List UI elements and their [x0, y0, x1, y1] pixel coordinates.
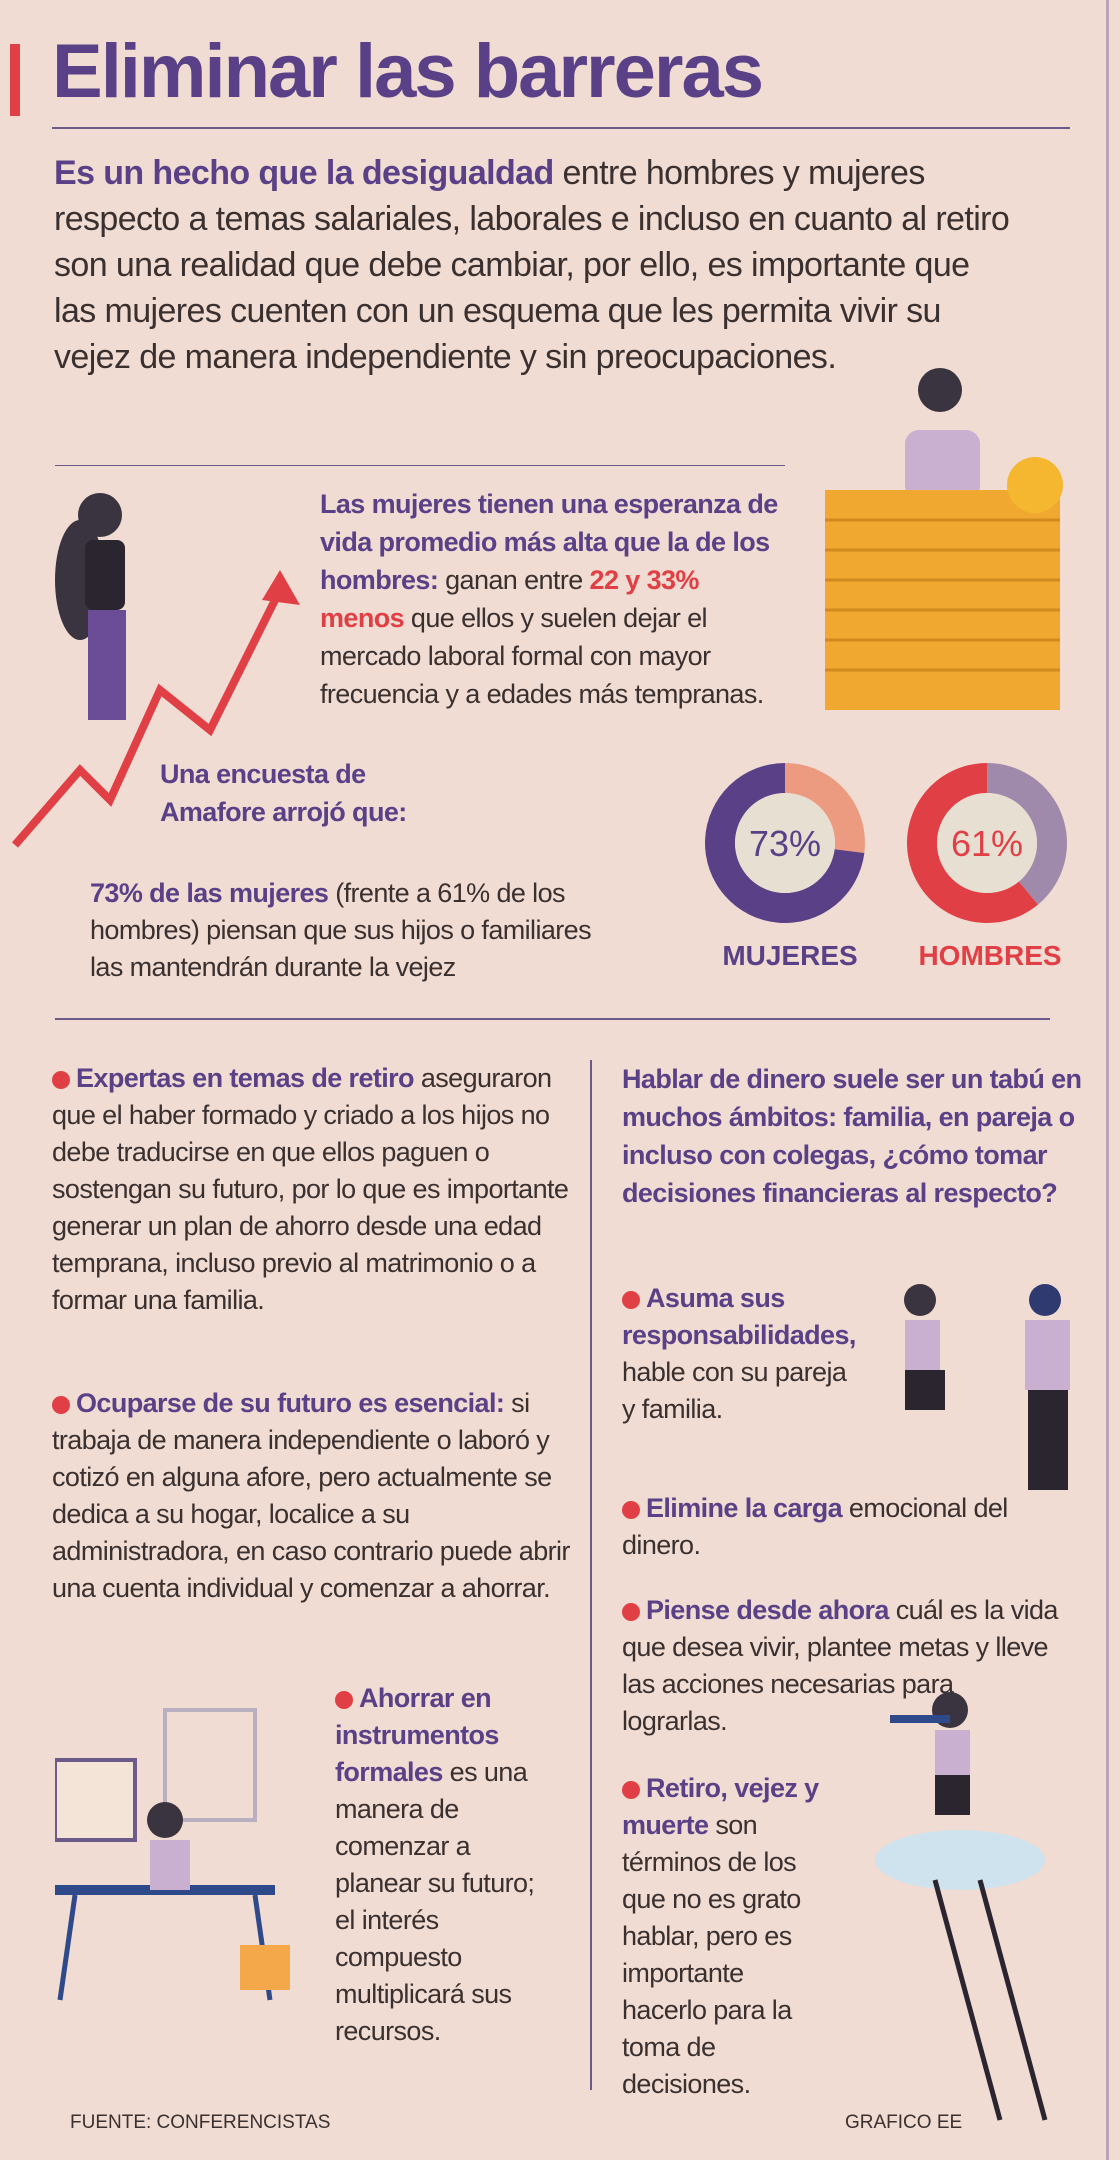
bullet-icon — [622, 1290, 640, 1309]
high-five-couple-illustration — [904, 1284, 1070, 1490]
right-item-1: Asuma sus responsabilidades, hable con s… — [622, 1280, 862, 1428]
life-text-2: que ellos y suelen dejar el mercado labo… — [320, 603, 764, 709]
woman-telescope-ladder-illustration — [875, 1692, 1048, 2121]
right-text: cuál es la vida que desea vivir, plantee… — [622, 1595, 1058, 1736]
survey-heading: Una encuesta de Amafore arrojó que: — [160, 759, 407, 827]
divider — [55, 1018, 1050, 1020]
left-bold: Ocuparse de su futuro es esencial: — [76, 1388, 505, 1418]
bullet-icon — [52, 1395, 70, 1414]
life-bold: Las mujeres tienen una esperanza de vida… — [320, 489, 778, 595]
right-item-4: Retiro, vejez y muerte son términos de l… — [622, 1770, 822, 2103]
left-bold: Expertas en temas de retiro — [76, 1063, 415, 1093]
woman-at-desk-illustration — [55, 1708, 290, 2001]
mujeres-label: MUJERES — [722, 940, 858, 971]
right-border — [1106, 0, 1109, 2160]
right-text: son términos de los que no es grato habl… — [622, 1810, 801, 2099]
life-text: ganan entre — [438, 565, 590, 595]
left-text: si trabaja de manera independiente o lab… — [52, 1388, 570, 1603]
hombres-label: HOMBRES — [918, 940, 1062, 971]
donut-value-label: 73% — [749, 823, 821, 864]
page-title: Eliminar las barreras — [52, 29, 764, 114]
bullet-icon — [622, 1780, 640, 1799]
right-bold: Asuma sus responsabilidades, — [622, 1283, 856, 1350]
bullet-icon — [622, 1602, 640, 1621]
life-expectancy-paragraph: Las mujeres tienen una esperanza de vida… — [320, 485, 780, 713]
left-text: aseguraron que el haber formado y criado… — [52, 1063, 569, 1315]
donut-slice-value — [907, 763, 1038, 923]
right-heading: Hablar de dinero suele ser un tabú en mu… — [622, 1064, 1082, 1208]
right-bold: Retiro, vejez y muerte — [622, 1773, 819, 1840]
survey-bold: 73% de las mujeres — [90, 878, 329, 908]
donut-slice-remainder — [785, 763, 865, 854]
donut-slice-value — [705, 763, 865, 923]
column-divider — [590, 1060, 592, 2090]
right-item-2: Elimine la carga emocional del dinero. — [622, 1490, 1062, 1564]
source-note: FUENTE: CONFERENCISTAS — [70, 2112, 331, 2133]
left-text: es una manera de comenzar a planear su f… — [335, 1757, 535, 2046]
donut-value-label: 61% — [951, 823, 1023, 864]
bullet-icon — [335, 1690, 353, 1709]
left-bold: Ahorrar en instrumentos formales — [335, 1683, 499, 1787]
wage-gap-highlight: 22 y 33% menos — [320, 565, 699, 633]
title-accent-bar — [10, 44, 20, 116]
divider — [52, 127, 1070, 129]
intro-paragraph: Es un hecho que la desigualdad entre hom… — [54, 150, 1014, 380]
survey-text: (frente a 61% de los hombres) piensan qu… — [90, 878, 592, 982]
survey-paragraph: 73% de las mujeres (frente a 61% de los … — [90, 875, 630, 986]
donut-hole — [937, 793, 1037, 893]
woman-climbing-arrow-illustration — [11, 493, 300, 848]
right-text: emocional del dinero. — [622, 1493, 1008, 1560]
intro-bold: Es un hecho que la desigualdad — [54, 154, 554, 192]
donut-hole — [735, 793, 835, 893]
bullet-icon — [622, 1500, 640, 1519]
left-item-2: Ocuparse de su futuro es esencial: si tr… — [52, 1385, 572, 1607]
woman-on-coins-illustration — [825, 368, 1063, 710]
graphic-credit: GRAFICO EE — [845, 2112, 963, 2133]
left-item-1: Expertas en temas de retiro aseguraron q… — [52, 1060, 572, 1319]
donut-charts: 73% 61% — [705, 763, 1067, 923]
intro-text: entre hombres y mujeres respecto a temas… — [54, 154, 1010, 376]
right-bold: Elimine la carga — [646, 1493, 843, 1523]
right-item-3: Piense desde ahora cuál es la vida que d… — [622, 1592, 1062, 1740]
divider — [55, 465, 785, 466]
donut-slice-remainder — [987, 763, 1067, 905]
left-item-3: Ahorrar en instrumentos formales es una … — [335, 1680, 555, 2050]
bullet-icon — [52, 1070, 70, 1089]
right-bold: Piense desde ahora — [646, 1595, 889, 1625]
right-text: hable con su pareja y familia. — [622, 1357, 847, 1424]
